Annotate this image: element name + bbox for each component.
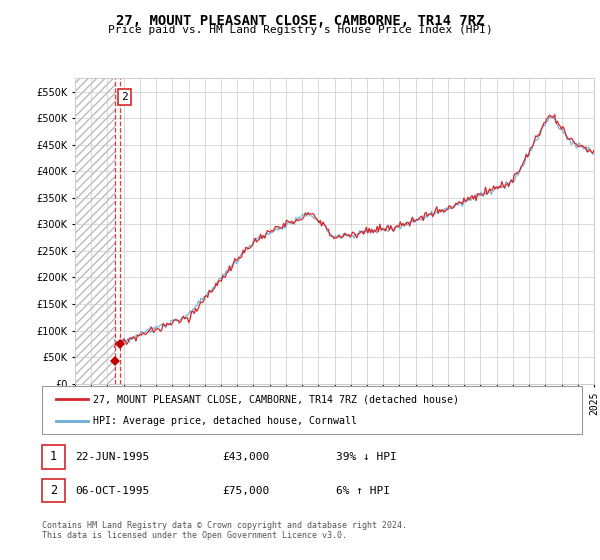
Text: £75,000: £75,000 (222, 486, 269, 496)
Text: 2: 2 (121, 92, 128, 102)
Text: Contains HM Land Registry data © Crown copyright and database right 2024.
This d: Contains HM Land Registry data © Crown c… (42, 521, 407, 540)
Bar (75, 78, 115, 384)
FancyBboxPatch shape (42, 445, 65, 469)
Text: Price paid vs. HM Land Registry's House Price Index (HPI): Price paid vs. HM Land Registry's House … (107, 25, 493, 35)
Text: 27, MOUNT PLEASANT CLOSE, CAMBORNE, TR14 7RZ (detached house): 27, MOUNT PLEASANT CLOSE, CAMBORNE, TR14… (94, 394, 460, 404)
FancyBboxPatch shape (42, 479, 65, 502)
Text: 2: 2 (50, 484, 57, 497)
Text: 39% ↓ HPI: 39% ↓ HPI (336, 452, 397, 462)
Text: HPI: Average price, detached house, Cornwall: HPI: Average price, detached house, Corn… (94, 416, 358, 426)
Text: 22-JUN-1995: 22-JUN-1995 (75, 452, 149, 462)
Text: 06-OCT-1995: 06-OCT-1995 (75, 486, 149, 496)
Text: 1: 1 (50, 450, 57, 464)
FancyBboxPatch shape (42, 386, 582, 434)
Text: 6% ↑ HPI: 6% ↑ HPI (336, 486, 390, 496)
Text: £43,000: £43,000 (222, 452, 269, 462)
Text: 27, MOUNT PLEASANT CLOSE, CAMBORNE, TR14 7RZ: 27, MOUNT PLEASANT CLOSE, CAMBORNE, TR14… (116, 14, 484, 28)
